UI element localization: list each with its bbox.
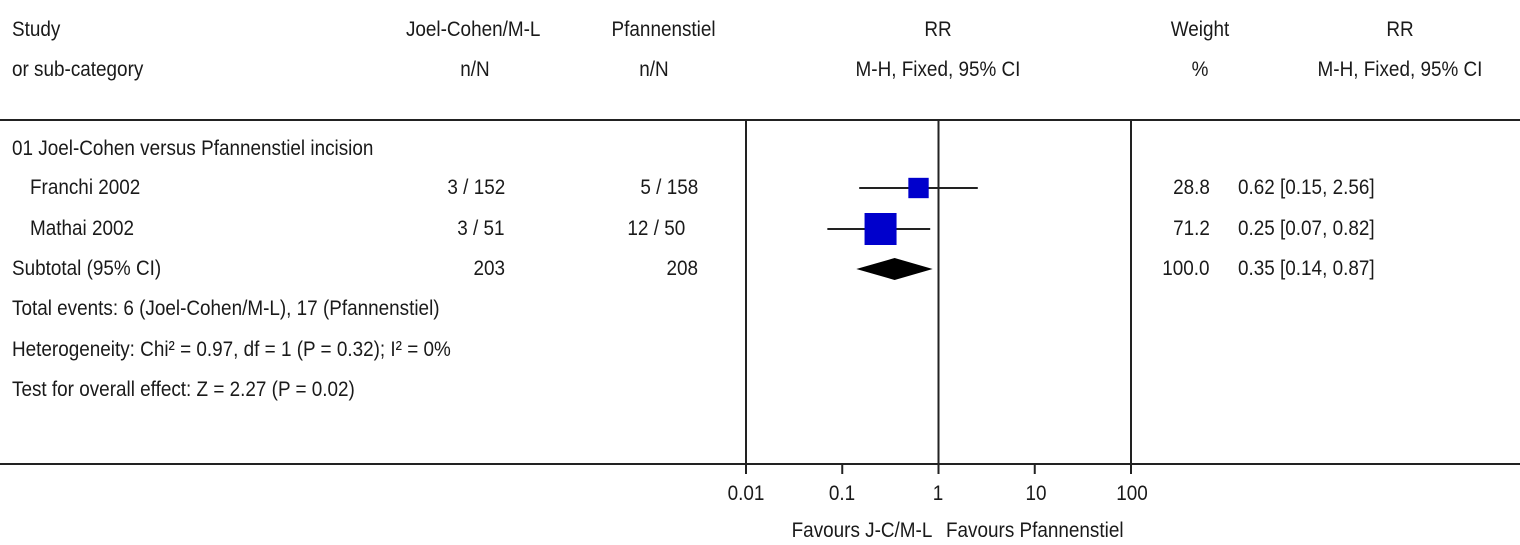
favours-left-label: Favours J-C/M-L — [791, 519, 932, 542]
pooled-diamond — [856, 258, 933, 280]
study-rr-mathai: 0.25 [0.07, 0.82] — [1238, 217, 1375, 240]
note-overall-effect: Test for overall effect: Z = 2.27 (P = 0… — [12, 378, 355, 401]
subtotal-weight: 100.0 — [1162, 257, 1210, 280]
study-rr-franchi: 0.62 [0.15, 2.56] — [1238, 176, 1375, 199]
study-name-mathai: Mathai 2002 — [30, 217, 135, 240]
header-weight-2: % — [1191, 58, 1209, 81]
header-weight-1: Weight — [1170, 18, 1230, 41]
note-total-events: Total events: 6 (Joel-Cohen/M-L), 17 (Pf… — [12, 297, 440, 320]
footer-divider — [0, 463, 1520, 465]
subtotal-ctrl: 208 — [666, 257, 698, 280]
subtotal-rr: 0.35 [0.14, 0.87] — [1238, 257, 1375, 280]
axis-tick-10: 10 — [1025, 482, 1047, 505]
header-treat-2: n/N — [460, 58, 490, 81]
effect-square-franchi — [908, 177, 929, 199]
header-rr-1: RR — [924, 18, 952, 41]
effect-square-mathai — [864, 213, 897, 245]
header-rr-2: M-H, Fixed, 95% CI — [855, 58, 1021, 81]
study-ctrl-franchi: 5 / 158 — [640, 176, 698, 199]
header-study-1: Study — [12, 18, 61, 41]
study-treat-franchi: 3 / 152 — [447, 176, 505, 199]
axis-tick-0-1: 0.1 — [828, 482, 856, 505]
header-treat-1: Joel-Cohen/M-L — [405, 18, 540, 41]
header-divider — [0, 119, 1520, 121]
subtotal-treat: 203 — [473, 257, 505, 280]
study-weight-franchi: 28.8 — [1173, 176, 1210, 199]
header-rr-text-2: M-H, Fixed, 95% CI — [1317, 58, 1483, 81]
group-title: 01 Joel-Cohen versus Pfannenstiel incisi… — [12, 137, 374, 160]
study-ctrl-mathai: 12 / 50 — [627, 217, 685, 240]
axis-tick-1: 1 — [932, 482, 944, 505]
study-weight-mathai: 71.2 — [1173, 217, 1210, 240]
header-ctrl-2: n/N — [639, 58, 669, 81]
study-treat-mathai: 3 / 51 — [457, 217, 505, 240]
study-name-franchi: Franchi 2002 — [30, 176, 141, 199]
note-heterogeneity: Heterogeneity: Chi² = 0.97, df = 1 (P = … — [12, 338, 451, 361]
favours-right-label: Favours Pfannenstiel — [946, 519, 1124, 542]
subtotal-label: Subtotal (95% CI) — [12, 257, 162, 280]
header-rr-text-1: RR — [1386, 18, 1414, 41]
axis-tick-0-01: 0.01 — [727, 482, 765, 505]
axis-tick-100: 100 — [1116, 482, 1148, 505]
header-ctrl-1: Pfannenstiel — [611, 18, 716, 41]
header-study-2: or sub-category — [12, 58, 144, 81]
